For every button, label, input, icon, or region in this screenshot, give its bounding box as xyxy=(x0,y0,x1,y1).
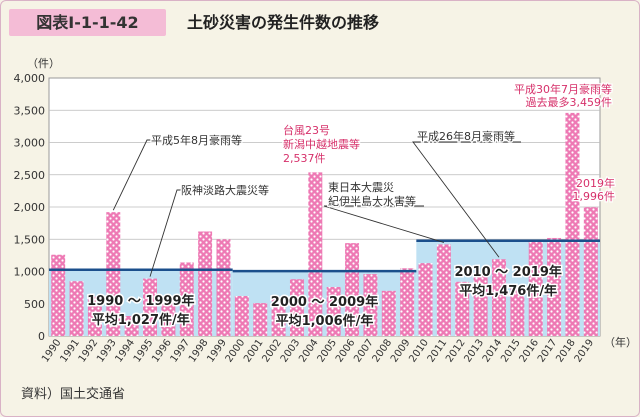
annotation-leader xyxy=(412,141,521,258)
bar xyxy=(473,275,488,336)
annotation-leader xyxy=(323,205,445,243)
annotation-text: 平成30年7月豪雨等 xyxy=(514,82,612,96)
average-label-value: 平均1,027件/年 xyxy=(92,312,190,328)
bar xyxy=(106,212,121,336)
annotation-text: 阪神淡路大震災等 xyxy=(181,183,269,197)
y-tick-label: 3,000 xyxy=(14,137,46,150)
y-axis-label: （件） xyxy=(27,57,60,70)
bar xyxy=(547,237,562,336)
bar xyxy=(492,259,506,336)
bar xyxy=(271,298,286,336)
bar xyxy=(234,296,249,336)
y-tick-label: 2,500 xyxy=(14,169,46,182)
bar xyxy=(51,254,66,336)
figure-title: 土砂災害の発生件数の推移 xyxy=(187,13,380,32)
y-tick-label: 1,500 xyxy=(14,233,46,246)
annotation-leaders xyxy=(112,139,521,277)
bar xyxy=(326,286,341,336)
annotation-text: 2,537件 xyxy=(283,152,326,165)
bar xyxy=(400,268,415,336)
annotation-leader xyxy=(112,139,151,211)
y-tick-label: 500 xyxy=(24,298,45,311)
bar xyxy=(565,112,580,336)
bar xyxy=(124,316,139,336)
x-tick-label: 2019 xyxy=(573,337,597,364)
y-tick-label: 2,000 xyxy=(14,201,46,214)
landslide-chart: 05001,0001,5002,0002,5003,0003,5004,000 … xyxy=(14,57,638,365)
bar xyxy=(583,207,598,336)
annotation-text: 紀伊半島大水害等 xyxy=(328,194,416,208)
average-lines xyxy=(49,239,600,273)
annotation-text: 平成5年8月豪雨等 xyxy=(151,133,242,147)
y-tick-label: 3,500 xyxy=(14,104,46,117)
bar xyxy=(308,172,323,336)
bar xyxy=(198,231,213,336)
annotation-text: 東日本大震災 xyxy=(328,180,394,194)
figure-label: 図表Ⅰ-1-1-42 xyxy=(9,9,166,36)
average-label-period: 2010 ～ 2019年 xyxy=(454,264,561,280)
x-axis-ticks: 1990199119921993199419951996199719981999… xyxy=(40,337,596,364)
annotation-leader xyxy=(149,189,181,277)
bar xyxy=(455,281,470,336)
bar xyxy=(253,303,268,336)
bar xyxy=(345,243,360,336)
x-axis-label: （年） xyxy=(604,335,637,349)
bar xyxy=(436,244,451,336)
average-label-period: 1990 ～ 1999年 xyxy=(87,293,194,309)
y-axis-ticks: 0 500 1,000 1,500 2,000 2,500 3,000 3,500 4,000 xyxy=(14,72,46,343)
bar xyxy=(87,296,102,336)
annotation-text: 1,996件 xyxy=(573,190,616,203)
annotation-text: 新潟中越地震等 xyxy=(283,137,360,151)
figure-header: 図表Ⅰ-1-1-42 土砂災害の発生件数の推移 xyxy=(1,1,639,41)
bar xyxy=(363,274,378,336)
y-tick-label: 0 xyxy=(38,330,45,343)
annotation-text: 過去最多3,459件 xyxy=(526,95,613,109)
bar xyxy=(216,239,231,336)
bar xyxy=(381,290,396,336)
average-label-value: 平均1,006件/年 xyxy=(276,313,374,329)
bar xyxy=(179,262,194,336)
source-note: 資料）国土交通省 xyxy=(21,387,126,402)
bars xyxy=(51,112,598,336)
average-label-value: 平均1,476件/年 xyxy=(459,283,557,299)
bar xyxy=(418,263,433,336)
y-tick-label: 4,000 xyxy=(14,72,46,85)
bar xyxy=(289,279,304,336)
bar xyxy=(161,303,176,336)
bar xyxy=(69,281,84,336)
annotation-text: 台風23号 xyxy=(283,123,330,137)
bar xyxy=(510,285,525,336)
annotation-text: 2019年 xyxy=(576,176,615,190)
y-tick-label: 1,000 xyxy=(14,266,46,279)
bar xyxy=(528,239,543,336)
average-label-period: 2000 ～ 2009年 xyxy=(271,294,378,310)
annotation-text: 平成26年8月豪雨等 xyxy=(417,129,515,143)
bar xyxy=(143,278,157,336)
